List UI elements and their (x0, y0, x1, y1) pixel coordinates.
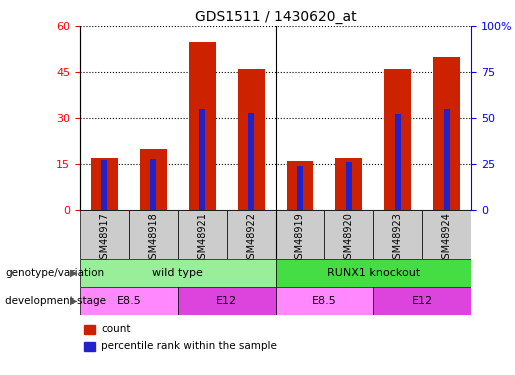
Text: E8.5: E8.5 (312, 296, 337, 306)
Text: count: count (101, 324, 131, 334)
Bar (335, 158, 363, 210)
Text: GSM48920: GSM48920 (344, 212, 354, 266)
Bar (80, 210, 129, 259)
Bar (276, 259, 471, 287)
Bar (324, 210, 373, 259)
Bar (395, 114, 401, 210)
Text: ▶: ▶ (70, 268, 77, 278)
Bar (373, 210, 422, 259)
Bar (84, 342, 95, 351)
Bar (276, 287, 373, 315)
Text: genotype/variation: genotype/variation (5, 268, 104, 278)
Text: GSM48924: GSM48924 (442, 212, 452, 266)
Text: E12: E12 (411, 296, 433, 306)
Bar (178, 210, 227, 259)
Bar (276, 210, 324, 259)
Bar (178, 287, 276, 315)
Text: development stage: development stage (5, 296, 106, 306)
Text: percentile rank within the sample: percentile rank within the sample (101, 341, 277, 351)
Text: GSM48918: GSM48918 (148, 212, 158, 265)
Bar (433, 57, 460, 210)
Bar (140, 149, 167, 210)
Bar (373, 287, 471, 315)
Bar (199, 109, 205, 210)
Bar (150, 159, 156, 210)
Bar (84, 325, 95, 334)
Bar (422, 210, 471, 259)
Text: GSM48917: GSM48917 (99, 212, 109, 266)
Bar (101, 160, 107, 210)
Bar (286, 161, 314, 210)
Bar (80, 259, 276, 287)
Bar (384, 69, 411, 210)
Text: wild type: wild type (152, 268, 203, 278)
Text: E12: E12 (216, 296, 237, 306)
Bar (129, 210, 178, 259)
Text: GSM48923: GSM48923 (393, 212, 403, 266)
Text: RUNX1 knockout: RUNX1 knockout (327, 268, 420, 278)
Text: ▶: ▶ (70, 296, 77, 306)
Text: GSM48922: GSM48922 (246, 212, 256, 266)
Bar (188, 42, 216, 210)
Bar (248, 112, 254, 210)
Bar (297, 166, 303, 210)
Text: GSM48921: GSM48921 (197, 212, 207, 266)
Bar (91, 158, 118, 210)
Text: E8.5: E8.5 (116, 296, 141, 306)
Text: GSM48919: GSM48919 (295, 212, 305, 265)
Title: GDS1511 / 1430620_at: GDS1511 / 1430620_at (195, 10, 356, 24)
Bar (237, 69, 265, 210)
Bar (80, 287, 178, 315)
Bar (444, 109, 450, 210)
Bar (227, 210, 276, 259)
Bar (346, 162, 352, 210)
